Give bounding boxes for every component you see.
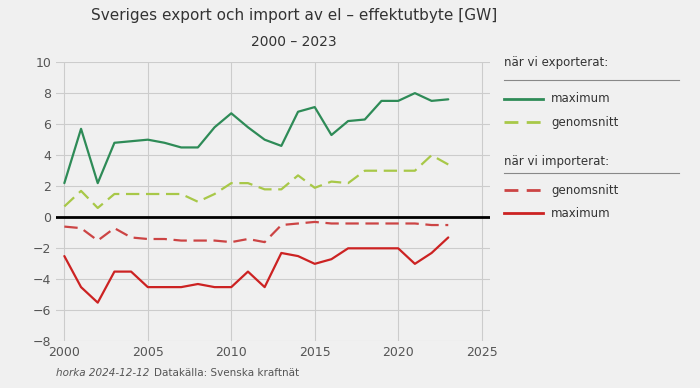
Text: 2000 – 2023: 2000 – 2023	[251, 35, 337, 49]
Text: när vi importerat:: när vi importerat:	[504, 155, 609, 168]
Text: maximum: maximum	[551, 92, 610, 106]
Text: maximum: maximum	[551, 207, 610, 220]
Text: horka 2024-12-12: horka 2024-12-12	[56, 368, 149, 378]
Text: Sveriges export och import av el – effektutbyte [GW]: Sveriges export och import av el – effek…	[91, 8, 497, 23]
Text: genomsnitt: genomsnitt	[551, 184, 618, 197]
Text: genomsnitt: genomsnitt	[551, 116, 618, 129]
Text: när vi exporterat:: när vi exporterat:	[504, 56, 608, 69]
Text: Datakälla: Svenska kraftnät: Datakälla: Svenska kraftnät	[154, 368, 299, 378]
